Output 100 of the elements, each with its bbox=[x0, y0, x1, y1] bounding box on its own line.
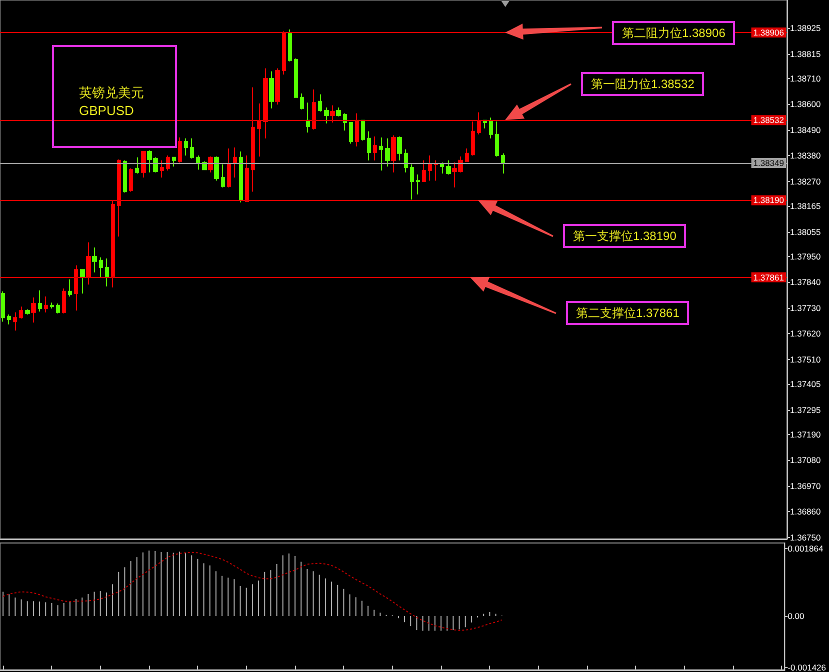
candlestick bbox=[288, 29, 292, 62]
candlestick bbox=[495, 121, 499, 157]
candlestick bbox=[257, 103, 261, 157]
candlestick bbox=[62, 288, 66, 314]
ref-line-label: 1.38906 bbox=[753, 28, 784, 38]
y-tick-label: 1.38815 bbox=[790, 48, 821, 59]
line-series bbox=[2, 552, 502, 631]
ref-line-label: 1.38349 bbox=[753, 158, 784, 168]
candlestick bbox=[489, 117, 493, 139]
candlestick bbox=[471, 121, 475, 156]
y-tick-label: 1.37190 bbox=[790, 429, 821, 440]
candlestick bbox=[123, 160, 127, 194]
candlestick bbox=[208, 156, 213, 173]
y-tick-label: 1.37840 bbox=[790, 277, 821, 288]
candlestick bbox=[129, 168, 133, 192]
candlestick bbox=[385, 138, 390, 168]
candlestick bbox=[404, 148, 408, 173]
candlestick bbox=[31, 296, 36, 323]
candlestick bbox=[349, 122, 353, 144]
candlestick bbox=[99, 256, 103, 278]
candlestick bbox=[477, 112, 481, 135]
annotation: 第二支撑位1.37861 bbox=[566, 301, 690, 326]
candlestick bbox=[324, 107, 329, 124]
candlestick bbox=[117, 158, 121, 238]
candlestick bbox=[391, 134, 396, 173]
candlestick bbox=[275, 68, 280, 105]
candlestick bbox=[80, 269, 85, 294]
candlestick bbox=[379, 136, 383, 171]
candlestick bbox=[50, 302, 54, 309]
candlestick bbox=[190, 138, 194, 160]
y-tick-label: 1.37730 bbox=[790, 302, 821, 313]
y-tick-label: 1.38165 bbox=[790, 201, 821, 212]
candlestick bbox=[440, 162, 444, 174]
candlestick bbox=[7, 314, 11, 325]
candlestick bbox=[410, 164, 414, 200]
candlestick bbox=[343, 112, 347, 131]
candlestick bbox=[178, 136, 182, 164]
annotation: 第一阻力位1.38532 bbox=[581, 72, 704, 96]
candlestick bbox=[172, 156, 176, 168]
candlestick bbox=[269, 70, 274, 109]
annotation: 第二阻力位1.38906 bbox=[612, 20, 736, 45]
candlestick bbox=[111, 200, 115, 288]
y-tick-label: -0.001426 bbox=[788, 662, 826, 672]
candlestick bbox=[397, 136, 402, 161]
candlestick bbox=[221, 164, 225, 188]
candlestick bbox=[56, 303, 60, 314]
y-tick-label: 1.37620 bbox=[790, 328, 821, 339]
candlestick bbox=[25, 308, 30, 316]
y-tick-label: 1.38380 bbox=[790, 150, 821, 161]
candlestick bbox=[1, 290, 5, 322]
candlestick bbox=[422, 160, 426, 182]
ref-line-label: 1.38190 bbox=[753, 195, 784, 206]
candlestick bbox=[160, 160, 164, 178]
candlestick bbox=[501, 152, 505, 174]
candlestick bbox=[361, 120, 365, 142]
candlestick bbox=[416, 174, 420, 195]
y-tick-label: 1.37080 bbox=[790, 455, 821, 466]
y-tick-label: 1.37405 bbox=[790, 379, 821, 390]
candlestick bbox=[251, 86, 255, 192]
candlestick bbox=[92, 247, 97, 273]
candlestick bbox=[166, 155, 170, 171]
candlestick bbox=[38, 290, 42, 312]
candlestick bbox=[312, 88, 316, 130]
candlestick bbox=[373, 136, 377, 161]
candlestick bbox=[336, 107, 341, 117]
candlestick bbox=[263, 68, 268, 139]
candlestick bbox=[184, 138, 188, 156]
candlestick bbox=[233, 147, 237, 178]
y-tick-label: 0.001864 bbox=[788, 544, 824, 554]
candlestick bbox=[428, 155, 432, 182]
y-tick-label: 1.38710 bbox=[790, 73, 821, 84]
candlestick bbox=[465, 148, 469, 162]
candlestick bbox=[282, 30, 286, 75]
y-tick-label: 1.36860 bbox=[790, 506, 821, 517]
candlestick bbox=[214, 156, 219, 182]
y-tick-label: 1.36970 bbox=[790, 480, 821, 491]
y-tick-label: 1.37510 bbox=[790, 354, 821, 365]
candlestick bbox=[446, 160, 451, 175]
candlestick bbox=[13, 312, 17, 331]
ref-line-label: 1.37861 bbox=[753, 272, 784, 282]
candlestick bbox=[196, 155, 200, 170]
candlestick bbox=[367, 130, 371, 161]
candlestick bbox=[227, 148, 231, 188]
candlestick bbox=[294, 58, 298, 98]
candlestick bbox=[245, 155, 249, 202]
candlestick bbox=[239, 151, 243, 203]
y-tick-label: 0.00 bbox=[788, 610, 805, 621]
candlestick bbox=[318, 94, 322, 112]
candlestick bbox=[44, 296, 48, 313]
y-tick-label: 1.38270 bbox=[790, 176, 821, 187]
candlestick bbox=[330, 104, 335, 123]
y-tick-label: 1.37295 bbox=[790, 404, 821, 415]
text: GBPUSD bbox=[79, 103, 134, 118]
annotation: 第一支撑位1.38190 bbox=[563, 224, 686, 248]
text: 英镑兑美元 bbox=[79, 85, 144, 100]
ref-line-label: 1.38532 bbox=[753, 115, 784, 126]
candlestick bbox=[141, 151, 146, 178]
y-tick-label: 1.38600 bbox=[790, 99, 821, 110]
candlestick bbox=[19, 306, 23, 320]
y-tick-label: 1.36750 bbox=[790, 532, 821, 542]
